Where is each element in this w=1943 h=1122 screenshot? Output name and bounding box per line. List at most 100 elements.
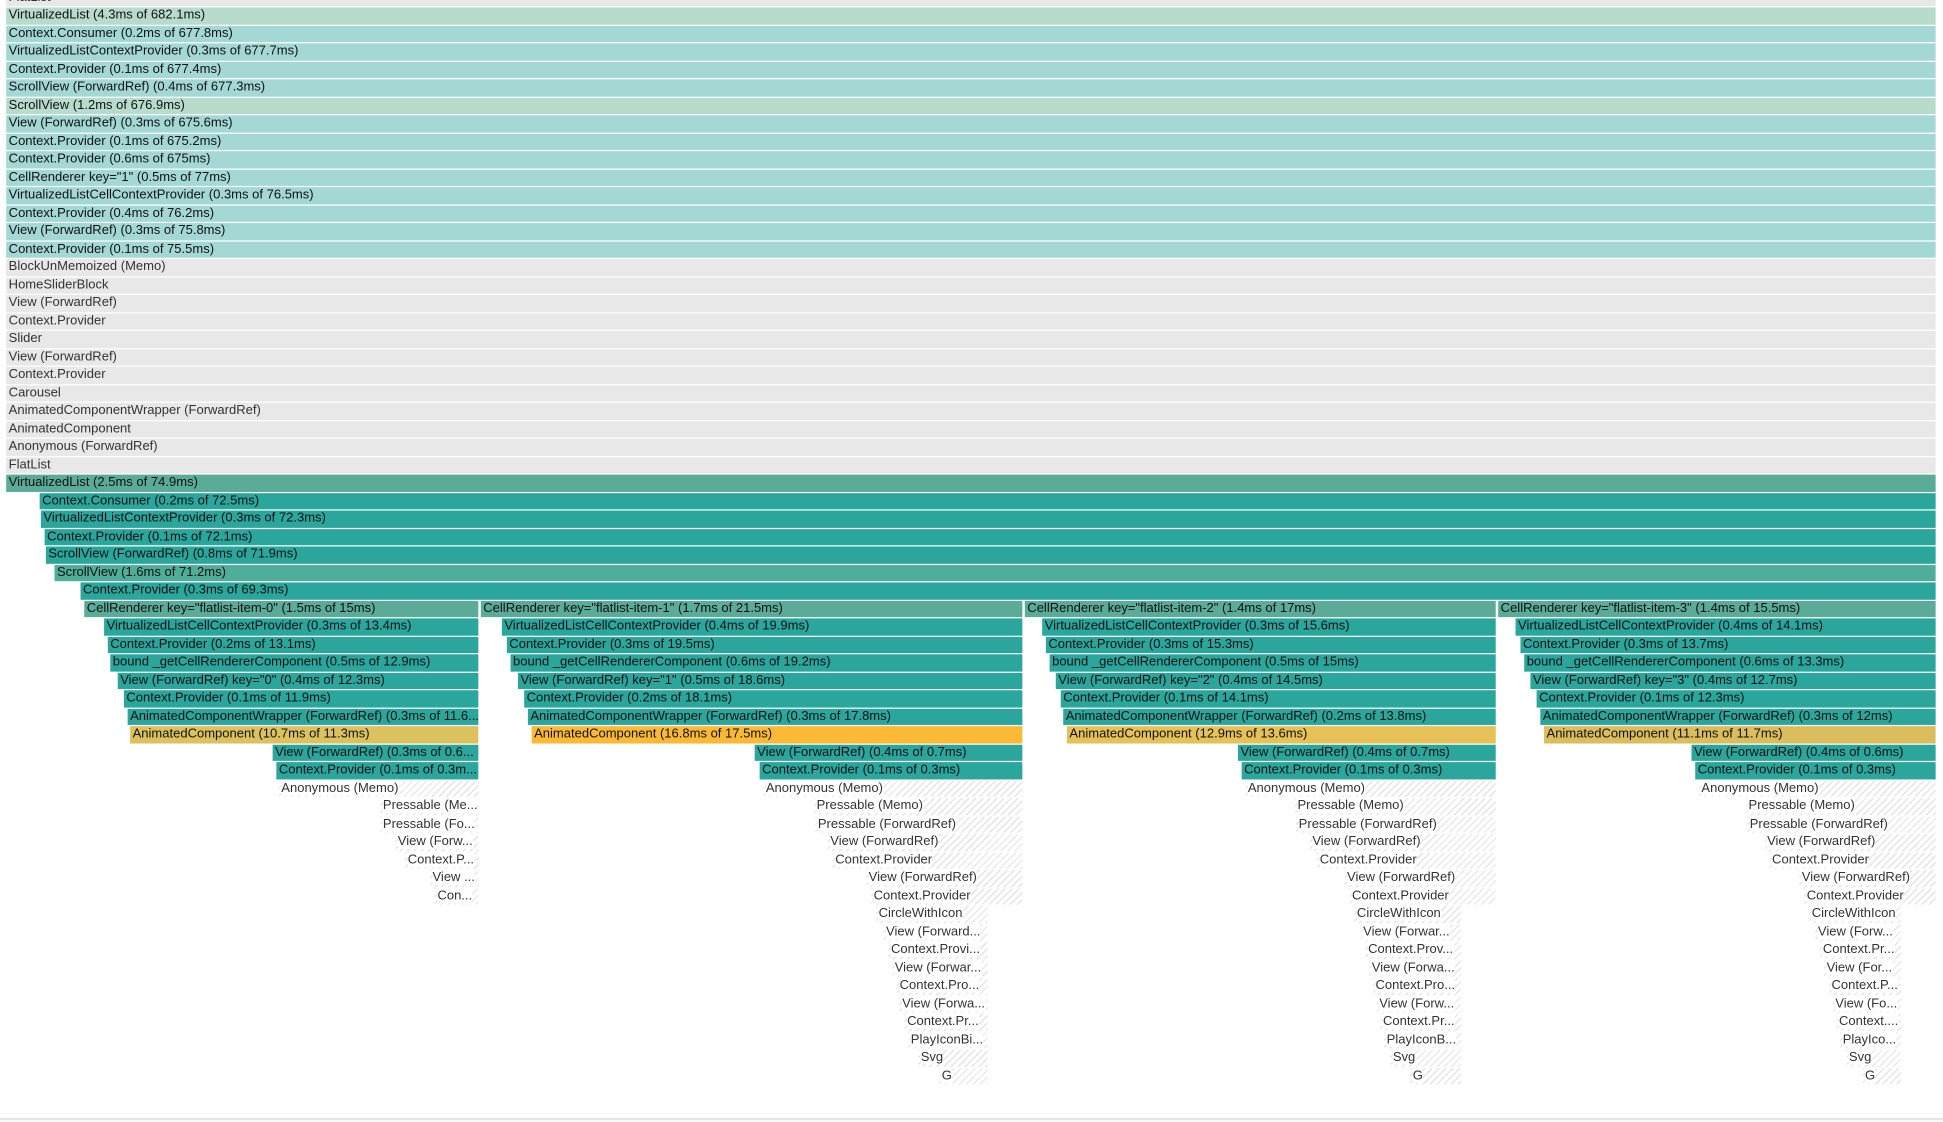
flame-frame[interactable]: Context.Provider (0.1ms of 0.3ms): [1695, 762, 1936, 779]
flame-frame[interactable]: Con...: [434, 887, 479, 905]
flame-frame[interactable]: View (ForwardRef): [1309, 833, 1496, 851]
flame-frame[interactable]: FlatList: [6, 0, 1936, 7]
flame-frame[interactable]: Context.Prov...: [1365, 941, 1462, 959]
flame-frame[interactable]: Context.Provider (0.1ms of 677.4ms): [6, 61, 1936, 79]
flame-frame[interactable]: bound _getCellRendererComponent (0.6ms o…: [510, 654, 1023, 672]
flame-frame[interactable]: View (For...: [1824, 959, 1901, 977]
flame-frame[interactable]: Pressable (Memo): [1746, 798, 1936, 815]
flame-frame[interactable]: View (Forw...: [1815, 923, 1901, 941]
flame-frame[interactable]: AnimatedComponent (16.8ms of 17.5ms): [531, 726, 1023, 743]
flame-frame[interactable]: Context.Provider: [832, 851, 1023, 869]
flame-frame[interactable]: AnimatedComponentWrapper (ForwardRef): [6, 402, 1936, 420]
flame-frame[interactable]: CellRenderer key="flatlist-item-3" (1.4m…: [1498, 600, 1936, 618]
flame-frame[interactable]: bound _getCellRendererComponent (0.5ms o…: [110, 654, 479, 672]
flame-frame[interactable]: Context.Provider (0.1ms of 0.3ms): [1241, 762, 1496, 779]
flame-frame[interactable]: VirtualizedListCellContextProvider (0.3m…: [1042, 618, 1496, 636]
flame-frame[interactable]: Anonymous (Memo): [1698, 780, 1936, 797]
flame-frame[interactable]: Context.Provider (0.3ms of 69.3ms): [80, 582, 1936, 600]
flame-frame[interactable]: Context.Provider (0.6ms of 675ms): [6, 151, 1936, 168]
flame-frame[interactable]: Context.Consumer (0.2ms of 677.8ms): [6, 25, 1936, 43]
flame-frame[interactable]: ScrollView (1.2ms of 676.9ms): [6, 97, 1936, 115]
flame-frame[interactable]: CellRenderer key="flatlist-item-1" (1.7m…: [480, 600, 1023, 618]
flame-frame[interactable]: View (Fo...: [1832, 995, 1901, 1013]
flame-frame[interactable]: PlayIconB...: [1384, 1031, 1462, 1049]
flame-frame[interactable]: VirtualizedListCellContextProvider (0.3m…: [104, 618, 479, 636]
flame-frame[interactable]: AnimatedComponent (10.7ms of 11.3ms): [130, 726, 479, 743]
flame-frame[interactable]: View (ForwardRef) key="3" (0.4ms of 12.7…: [1530, 672, 1936, 689]
flame-frame[interactable]: Context.Provider: [1769, 851, 1936, 869]
flame-frame[interactable]: View (ForwardRef) (0.3ms of 675.6ms): [6, 115, 1936, 132]
flame-frame[interactable]: View (ForwardRef) key="0" (0.4ms of 12.3…: [117, 672, 479, 689]
flame-frame[interactable]: VirtualizedListCellContextProvider (0.4m…: [1515, 618, 1936, 636]
flame-frame[interactable]: Anonymous (Memo): [1245, 780, 1496, 797]
flame-frame[interactable]: AnimatedComponentWrapper (ForwardRef) (0…: [1063, 708, 1496, 725]
flame-frame[interactable]: View (ForwardRef) (0.3ms of 75.8ms): [6, 223, 1936, 240]
flame-frame[interactable]: Context.Provider: [1804, 887, 1936, 905]
flame-frame[interactable]: Context.Provider (0.1ms of 72.1ms): [44, 528, 1936, 546]
flame-frame[interactable]: VirtualizedListContextProvider (0.3ms of…: [6, 43, 1936, 61]
flame-frame[interactable]: View (ForwardRef) (0.3ms of 0.6...: [272, 744, 479, 761]
flame-frame[interactable]: View (ForwardRef): [866, 869, 1023, 887]
flame-frame[interactable]: CircleWithIcon: [876, 905, 988, 923]
flame-frame[interactable]: Svg: [1390, 1049, 1462, 1067]
flame-frame[interactable]: G: [939, 1067, 988, 1085]
flame-frame[interactable]: Pressable (Me...: [380, 798, 479, 815]
flame-frame[interactable]: CellRenderer key="1" (0.5ms of 77ms): [6, 169, 1936, 186]
flame-frame[interactable]: Context.Pr...: [1380, 1013, 1462, 1031]
flame-frame[interactable]: FlatList: [6, 456, 1936, 474]
flame-frame[interactable]: View (ForwardRef): [6, 348, 1936, 366]
flame-frame[interactable]: Context.Provider (0.1ms of 75.5ms): [6, 241, 1936, 258]
flame-frame[interactable]: PlayIco...: [1840, 1031, 1901, 1049]
flame-frame[interactable]: PlayIconBi...: [908, 1031, 988, 1049]
flame-frame[interactable]: Context.P...: [405, 851, 479, 869]
flame-frame[interactable]: Pressable (ForwardRef): [1747, 816, 1936, 833]
flame-frame[interactable]: BlockUnMemoized (Memo): [6, 258, 1936, 276]
flame-frame[interactable]: Context.Provider (0.4ms of 76.2ms): [6, 205, 1936, 222]
flame-frame[interactable]: Context.Provider: [871, 887, 1023, 905]
flame-frame[interactable]: Context.Provider: [1349, 887, 1496, 905]
flame-frame[interactable]: Context.Provider (0.1ms of 14.1ms): [1060, 690, 1496, 707]
flame-frame[interactable]: View ...: [430, 869, 479, 887]
flame-frame[interactable]: Anonymous (Memo): [763, 780, 1023, 797]
flame-frame[interactable]: Pressable (ForwardRef): [815, 816, 1023, 833]
flame-frame[interactable]: View (Forw...: [1376, 995, 1462, 1013]
flame-frame[interactable]: Context.Provider (0.1ms of 675.2ms): [6, 133, 1936, 150]
flame-frame[interactable]: ScrollView (ForwardRef) (0.8ms of 71.9ms…: [45, 546, 1936, 564]
flame-frame[interactable]: Context.Consumer (0.2ms of 72.5ms): [39, 492, 1936, 510]
flame-frame[interactable]: Context.P...: [1829, 977, 1901, 995]
flame-frame[interactable]: Context.Provi...: [888, 941, 988, 959]
flame-frame[interactable]: Context....: [1836, 1013, 1901, 1031]
flame-frame[interactable]: Anonymous (Memo): [278, 780, 479, 797]
flame-frame[interactable]: AnimatedComponentWrapper (ForwardRef) (0…: [527, 708, 1023, 725]
flame-frame[interactable]: CellRenderer key="flatlist-item-0" (1.5m…: [84, 600, 479, 618]
flame-frame[interactable]: Pressable (Fo...: [380, 816, 479, 833]
flame-frame[interactable]: VirtualizedList (4.3ms of 682.1ms): [6, 7, 1936, 25]
flame-frame[interactable]: Anonymous (ForwardRef): [6, 438, 1936, 456]
flame-frame[interactable]: Context.Provider (0.2ms of 13.1ms): [107, 636, 479, 654]
flame-frame[interactable]: Context.Provider (0.2ms of 18.1ms): [524, 690, 1023, 707]
flame-frame[interactable]: Context.Provider: [6, 312, 1936, 330]
flame-frame[interactable]: G: [1410, 1067, 1462, 1085]
flame-frame[interactable]: View (Forwar...: [1360, 923, 1462, 941]
flame-frame[interactable]: Slider: [6, 330, 1936, 348]
flame-frame[interactable]: Context.Provider (0.1ms of 11.9ms): [123, 690, 479, 707]
flame-frame[interactable]: ScrollView (ForwardRef) (0.4ms of 677.3m…: [6, 79, 1936, 97]
flame-frame[interactable]: CircleWithIcon: [1354, 905, 1462, 923]
flame-frame[interactable]: View (Forwar...: [892, 959, 988, 977]
flame-frame[interactable]: View (Forwa...: [1369, 959, 1462, 977]
flame-frame[interactable]: Context.Pr...: [1820, 941, 1901, 959]
flame-frame[interactable]: AnimatedComponent (12.9ms of 13.6ms): [1066, 726, 1496, 743]
flame-frame[interactable]: VirtualizedListContextProvider (0.3ms of…: [40, 510, 1936, 528]
flame-frame[interactable]: View (ForwardRef): [827, 833, 1023, 851]
flame-frame[interactable]: View (ForwardRef): [6, 294, 1936, 312]
flame-frame[interactable]: Context.Provider: [6, 366, 1936, 384]
flame-frame[interactable]: View (ForwardRef): [1344, 869, 1496, 887]
flame-frame[interactable]: Context.Provider (0.1ms of 0.3ms): [759, 762, 1023, 779]
flame-frame[interactable]: CircleWithIcon: [1809, 905, 1901, 923]
flame-frame[interactable]: View (ForwardRef) key="1" (0.5ms of 18.6…: [517, 672, 1023, 689]
flame-frame[interactable]: View (ForwardRef) (0.4ms of 0.6ms): [1691, 744, 1936, 761]
flame-frame[interactable]: View (ForwardRef) key="2" (0.4ms of 14.5…: [1055, 672, 1496, 689]
flame-frame[interactable]: View (ForwardRef): [1764, 833, 1936, 851]
flame-frame[interactable]: View (ForwardRef) (0.4ms of 0.7ms): [1237, 744, 1496, 761]
flame-frame[interactable]: Svg: [918, 1049, 988, 1067]
